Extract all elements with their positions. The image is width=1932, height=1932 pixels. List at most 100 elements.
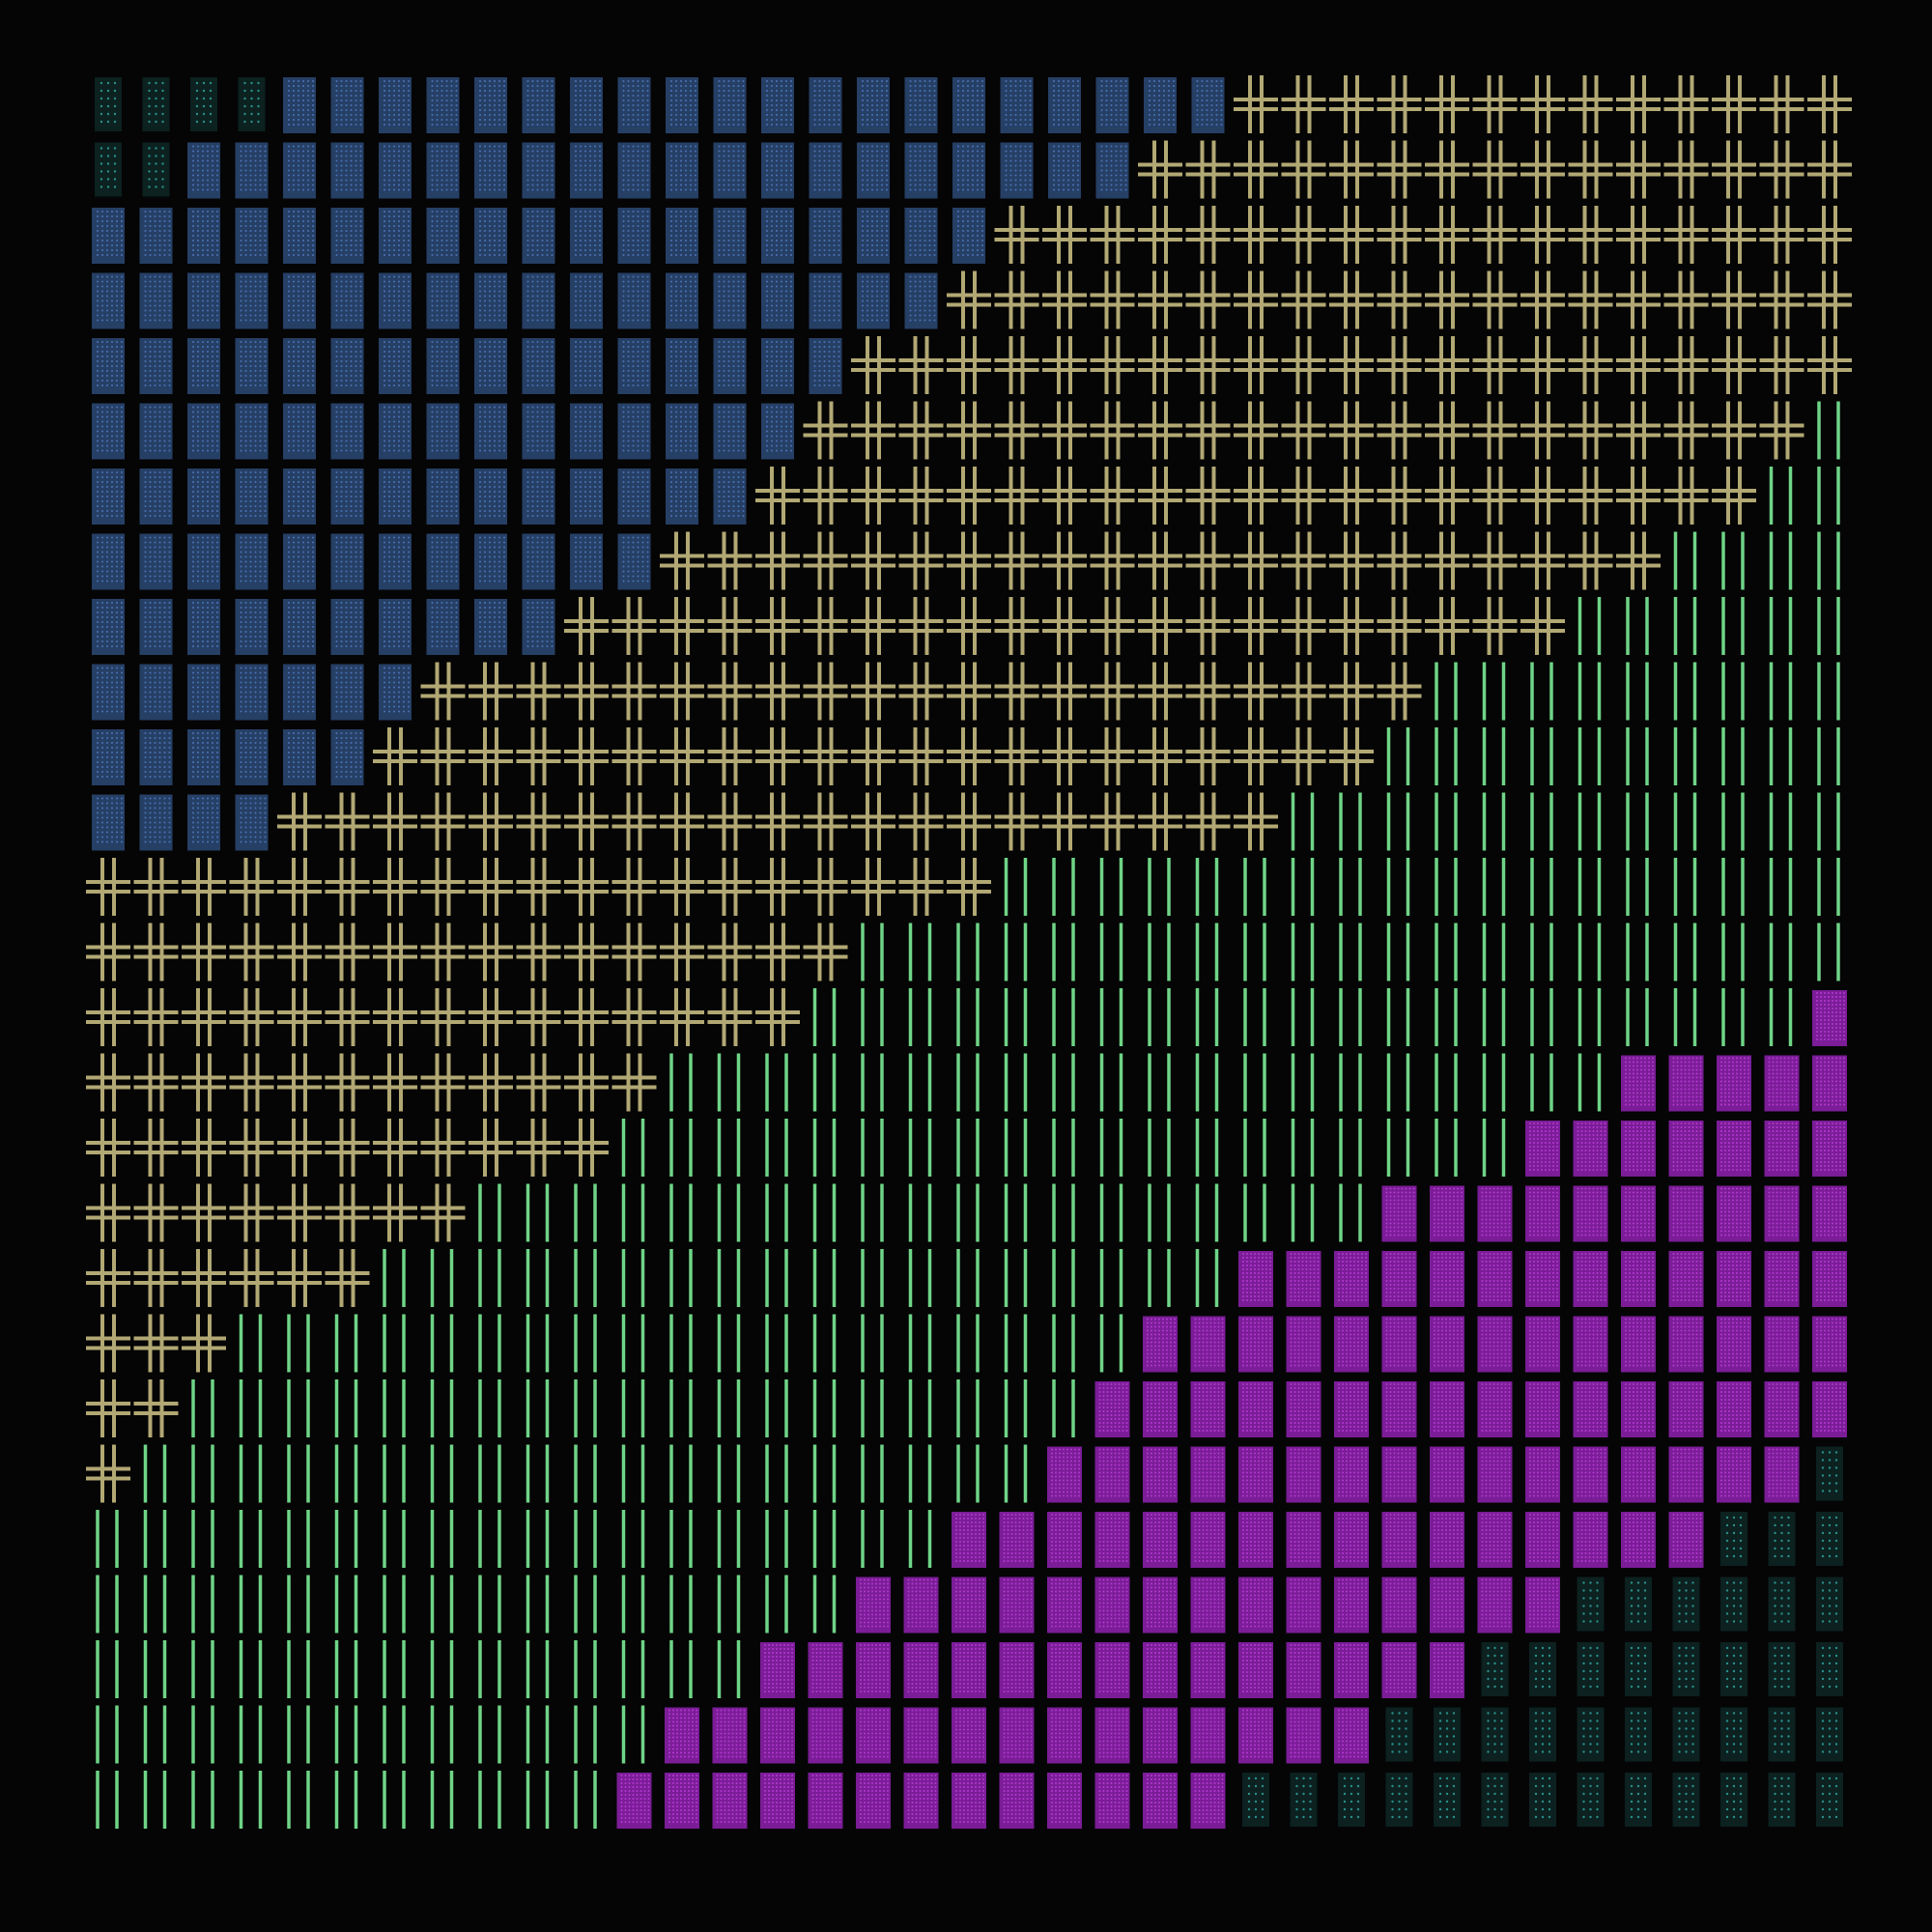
magenta-dotted-block-cell — [665, 1708, 699, 1764]
blue-dotted-block-cell — [474, 143, 507, 199]
magenta-dotted-block-cell — [1191, 1317, 1226, 1373]
blue-dotted-block-cell — [92, 729, 125, 785]
blue-dotted-block-cell — [523, 404, 555, 460]
cyan-sparse-dots-cell — [1816, 1577, 1843, 1632]
blue-dotted-block-cell — [857, 77, 890, 133]
cyan-sparse-dots-cell — [1816, 1512, 1843, 1566]
magenta-dotted-block-cell — [1334, 1381, 1369, 1437]
magenta-dotted-block-cell — [1334, 1577, 1369, 1634]
magenta-dotted-block-cell — [1812, 1056, 1847, 1112]
blue-dotted-block-cell — [92, 404, 125, 460]
cyan-sparse-dots-cell — [1720, 1708, 1747, 1762]
magenta-dotted-block-cell — [1478, 1447, 1513, 1503]
magenta-dotted-block-cell — [1287, 1577, 1321, 1634]
blue-dotted-block-cell — [618, 404, 651, 460]
blue-dotted-block-cell — [187, 273, 220, 329]
blue-dotted-block-cell — [236, 404, 269, 460]
blue-dotted-block-cell — [427, 404, 460, 460]
magenta-dotted-block-cell — [1095, 1577, 1130, 1634]
blue-dotted-block-cell — [666, 338, 698, 394]
magenta-dotted-block-cell — [1191, 1708, 1226, 1764]
blue-dotted-block-cell — [283, 208, 316, 264]
magenta-dotted-block-cell — [1095, 1708, 1130, 1764]
magenta-dotted-block-cell — [1717, 1056, 1751, 1112]
magenta-dotted-block-cell — [1095, 1642, 1130, 1698]
blue-dotted-block-cell — [666, 273, 698, 329]
blue-dotted-block-cell — [810, 143, 842, 199]
blue-dotted-block-cell — [570, 77, 603, 133]
blue-dotted-block-cell — [379, 143, 412, 199]
blue-dotted-block-cell — [474, 599, 507, 655]
blue-dotted-block-cell — [187, 795, 220, 851]
cyan-sparse-dots-cell — [1769, 1773, 1796, 1827]
magenta-dotted-block-cell — [1334, 1708, 1369, 1764]
blue-dotted-block-cell — [140, 665, 173, 721]
blue-dotted-block-cell — [331, 273, 364, 329]
magenta-dotted-block-cell — [1287, 1251, 1321, 1307]
magenta-dotted-block-cell — [1238, 1512, 1273, 1568]
magenta-dotted-block-cell — [1478, 1577, 1513, 1634]
magenta-dotted-block-cell — [1334, 1317, 1369, 1373]
cyan-sparse-dots-cell — [1816, 1642, 1843, 1696]
blue-dotted-block-cell — [1096, 77, 1129, 133]
magenta-dotted-block-cell — [856, 1708, 891, 1764]
magenta-dotted-block-cell — [1478, 1512, 1513, 1568]
magenta-dotted-block-cell — [1525, 1121, 1560, 1177]
blue-dotted-block-cell — [714, 273, 747, 329]
cyan-sparse-dots-cell — [1529, 1642, 1556, 1696]
cyan-sparse-dots-cell — [1816, 1447, 1843, 1501]
magenta-dotted-block-cell — [1525, 1317, 1560, 1373]
blue-dotted-block-cell — [666, 77, 698, 133]
magenta-dotted-block-cell — [1812, 1381, 1847, 1437]
magenta-dotted-block-cell — [713, 1708, 748, 1764]
magenta-dotted-block-cell — [809, 1708, 843, 1764]
blue-dotted-block-cell — [140, 338, 173, 394]
magenta-dotted-block-cell — [1525, 1512, 1560, 1568]
magenta-dotted-block-cell — [1238, 1708, 1273, 1764]
magenta-dotted-block-cell — [1047, 1773, 1082, 1829]
cyan-sparse-dots-cell — [1434, 1708, 1461, 1762]
magenta-dotted-block-cell — [1621, 1447, 1656, 1503]
cyan-sparse-dots-cell — [143, 143, 170, 197]
magenta-dotted-block-cell — [1669, 1121, 1704, 1177]
cyan-sparse-dots-cell — [1769, 1708, 1796, 1762]
blue-dotted-block-cell — [905, 77, 938, 133]
magenta-dotted-block-cell — [1047, 1447, 1082, 1503]
magenta-dotted-block-cell — [1430, 1512, 1464, 1568]
magenta-dotted-block-cell — [1765, 1186, 1800, 1242]
cyan-sparse-dots-cell — [1529, 1708, 1556, 1762]
blue-dotted-block-cell — [236, 338, 269, 394]
magenta-dotted-block-cell — [1717, 1381, 1751, 1437]
magenta-dotted-block-cell — [1143, 1447, 1178, 1503]
magenta-dotted-block-cell — [1621, 1121, 1656, 1177]
magenta-dotted-block-cell — [1334, 1447, 1369, 1503]
blue-dotted-block-cell — [187, 534, 220, 590]
blue-dotted-block-cell — [187, 469, 220, 525]
blue-dotted-block-cell — [905, 208, 938, 264]
magenta-dotted-block-cell — [904, 1708, 939, 1764]
magenta-dotted-block-cell — [1574, 1381, 1608, 1437]
magenta-dotted-block-cell — [1574, 1121, 1608, 1177]
magenta-dotted-block-cell — [809, 1773, 843, 1829]
blue-dotted-block-cell — [857, 208, 890, 264]
blue-dotted-block-cell — [427, 599, 460, 655]
blue-dotted-block-cell — [523, 77, 555, 133]
magenta-dotted-block-cell — [1812, 990, 1847, 1046]
magenta-dotted-block-cell — [1238, 1642, 1273, 1698]
magenta-dotted-block-cell — [1047, 1512, 1082, 1568]
blue-dotted-block-cell — [140, 469, 173, 525]
blue-dotted-block-cell — [570, 404, 603, 460]
blue-dotted-block-cell — [379, 599, 412, 655]
blue-dotted-block-cell — [810, 208, 842, 264]
blue-dotted-block-cell — [283, 338, 316, 394]
blue-dotted-block-cell — [92, 208, 125, 264]
blue-dotted-block-cell — [92, 338, 125, 394]
cyan-sparse-dots-cell — [1625, 1577, 1652, 1632]
magenta-dotted-block-cell — [1238, 1577, 1273, 1634]
blue-dotted-block-cell — [474, 469, 507, 525]
magenta-dotted-block-cell — [1287, 1642, 1321, 1698]
magenta-dotted-block-cell — [1382, 1577, 1417, 1634]
magenta-dotted-block-cell — [1287, 1317, 1321, 1373]
blue-dotted-block-cell — [379, 469, 412, 525]
magenta-dotted-block-cell — [1191, 1512, 1226, 1568]
